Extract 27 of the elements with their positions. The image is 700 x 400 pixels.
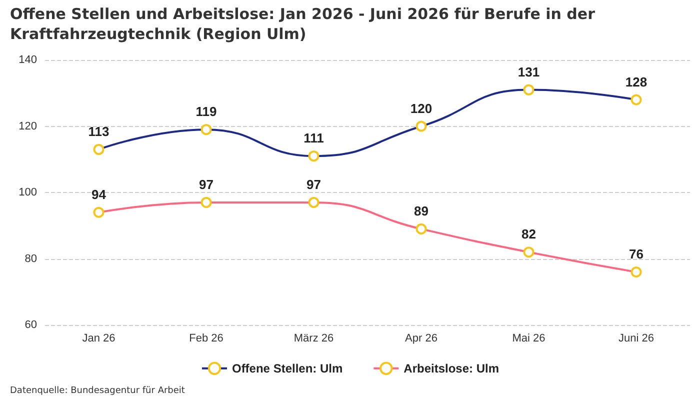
data-label: 89 xyxy=(414,203,428,218)
data-label: 111 xyxy=(304,130,324,146)
y-tick-label: 140 xyxy=(18,54,37,66)
data-label: 82 xyxy=(522,226,536,242)
y-tick-label: 120 xyxy=(18,120,37,132)
x-tick-label: Feb 26 xyxy=(189,332,224,344)
text: Datenquelle: Bundesagentur für Arbeit xyxy=(10,386,185,396)
data-label: 119 xyxy=(196,104,217,120)
data-label: 120 xyxy=(410,100,432,116)
x-tick-label: März 26 xyxy=(294,332,334,344)
x-tick-label: Jan 26 xyxy=(82,332,116,344)
data-label: 76 xyxy=(629,246,644,262)
legend-label: Offene Stellen: Ulm xyxy=(232,361,343,376)
data-label: 97 xyxy=(306,176,321,192)
data-label: 97 xyxy=(199,176,214,192)
y-tick-label: 100 xyxy=(18,186,37,198)
data-label: 128 xyxy=(625,74,648,90)
x-tick-label: Juni 26 xyxy=(618,332,654,344)
chart-title: Offene Stellen und Arbeitslose: Jan 2026 - Juni 2026 für Berufe in der Kraftfahrzeugtechnik (Region Ulm) xyxy=(10,4,596,44)
legend-label: Arbeitslose: Ulm xyxy=(404,361,500,376)
x-tick-label: Mai 26 xyxy=(512,332,546,344)
data-label: 94 xyxy=(92,186,107,202)
y-tick-label: 60 xyxy=(24,319,37,331)
data-label: 131 xyxy=(518,64,540,80)
y-tick-label: 80 xyxy=(24,252,37,265)
x-tick-label: Apr 26 xyxy=(405,332,438,344)
data-label: 113 xyxy=(88,124,110,139)
